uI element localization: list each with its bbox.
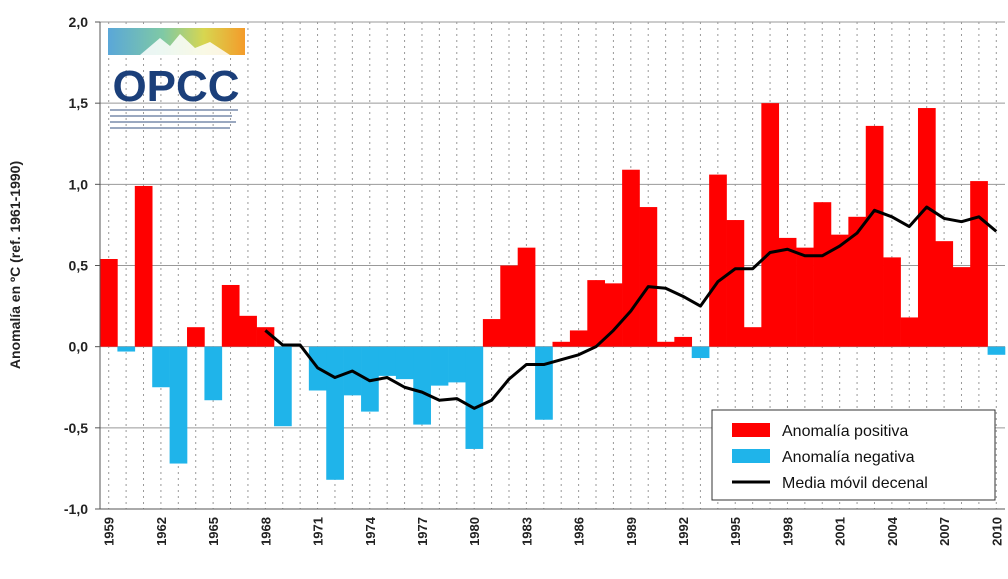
y-tick-label: 1,5 xyxy=(69,95,89,111)
bar xyxy=(830,234,849,347)
bar xyxy=(482,319,501,347)
y-axis-label: Anomalía en ºC (ref. 1961-1990) xyxy=(7,161,23,369)
x-tick-label: 1992 xyxy=(676,517,691,546)
bar xyxy=(500,265,518,347)
y-tick-label: -1,0 xyxy=(64,501,88,517)
bar xyxy=(204,346,223,401)
bar xyxy=(865,125,884,347)
legend-label: Anomalía positiva xyxy=(782,423,908,440)
x-tick-label: 1983 xyxy=(519,517,534,546)
bar xyxy=(587,280,606,347)
bar xyxy=(935,241,954,347)
bar xyxy=(709,174,727,347)
bar xyxy=(100,259,118,347)
bar xyxy=(726,220,745,347)
bar xyxy=(743,327,762,347)
x-tick-label: 1980 xyxy=(467,517,482,546)
x-tick-label: 1986 xyxy=(572,517,587,546)
x-tick-label: 1977 xyxy=(415,517,430,546)
bar xyxy=(952,267,971,347)
y-tick-label: -0,5 xyxy=(64,420,88,436)
bar xyxy=(917,108,936,347)
x-tick-label: 1995 xyxy=(728,517,743,546)
bar xyxy=(395,346,414,380)
bar xyxy=(187,327,205,347)
bar xyxy=(221,284,240,347)
x-tick-label: 1959 xyxy=(102,517,117,546)
bar xyxy=(883,257,901,347)
bar xyxy=(134,185,153,347)
bar xyxy=(987,346,1006,355)
bar xyxy=(691,346,710,359)
y-tick-label: 0,0 xyxy=(69,339,89,355)
x-tick-label: 1962 xyxy=(154,517,169,546)
bar xyxy=(256,327,275,347)
bar xyxy=(778,237,797,347)
bar xyxy=(761,103,780,347)
bar xyxy=(169,346,188,464)
bar xyxy=(970,181,988,347)
bar xyxy=(813,202,832,347)
bar xyxy=(430,346,449,386)
bar xyxy=(378,346,397,376)
bar xyxy=(413,346,431,425)
logo-small-lines xyxy=(110,109,238,129)
x-tick-label: 1965 xyxy=(206,517,221,546)
x-tick-label: 1998 xyxy=(780,517,795,546)
bar xyxy=(239,315,257,347)
x-tick-label: 1971 xyxy=(311,517,326,546)
legend-label: Media móvil decenal xyxy=(782,475,928,492)
logo-text: OPCC xyxy=(112,62,239,111)
bar xyxy=(622,169,640,347)
moving-average-line xyxy=(264,205,998,410)
logo-mountain xyxy=(140,34,230,55)
bar xyxy=(656,341,675,347)
x-tick-label: 2007 xyxy=(937,517,952,546)
bar xyxy=(448,346,466,383)
bar xyxy=(117,346,136,352)
x-tick-label: 1968 xyxy=(258,517,273,546)
bar xyxy=(465,346,484,449)
bar xyxy=(552,341,571,347)
bar xyxy=(848,216,867,347)
bar xyxy=(796,247,814,347)
bar xyxy=(517,247,536,347)
x-tick-label: 1974 xyxy=(363,516,378,546)
bar xyxy=(326,346,344,480)
bar xyxy=(900,317,919,347)
y-tick-label: 0,5 xyxy=(69,258,89,274)
x-tick-label: 1989 xyxy=(624,517,639,546)
logo: OPCC xyxy=(108,28,245,129)
bar xyxy=(674,336,693,347)
bar xyxy=(569,330,588,347)
bar xyxy=(152,346,170,388)
bar xyxy=(604,283,623,347)
legend-label: Anomalía negativa xyxy=(782,449,915,466)
bar xyxy=(639,207,658,347)
y-tick-label: 2,0 xyxy=(69,14,89,30)
bar xyxy=(274,346,292,427)
bar xyxy=(535,346,553,420)
legend-swatch xyxy=(732,449,770,463)
x-tick-label: 2010 xyxy=(989,517,1004,546)
x-tick-label: 2004 xyxy=(885,516,900,546)
x-tick-label: 2001 xyxy=(833,517,848,546)
legend-swatch xyxy=(732,423,770,437)
y-tick-label: 1,0 xyxy=(69,176,89,192)
